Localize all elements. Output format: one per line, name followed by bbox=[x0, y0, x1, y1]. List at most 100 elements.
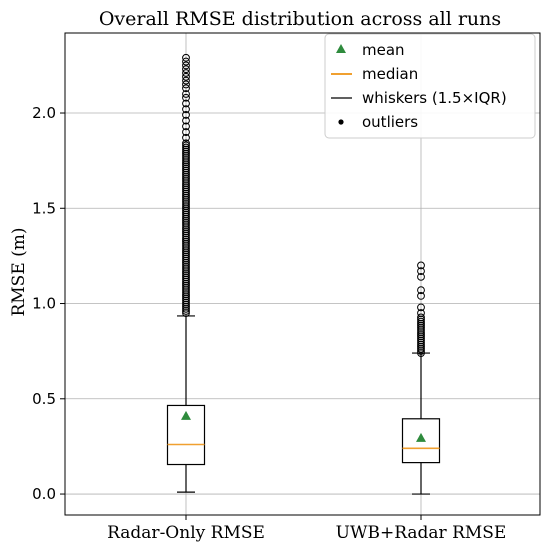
outlier-point bbox=[182, 116, 190, 125]
outlier-point bbox=[182, 256, 190, 265]
tick-labels: 0.0 0.5 1.0 1.5 2.0 bbox=[32, 104, 56, 503]
outlier-point bbox=[182, 183, 190, 192]
chart-title: Overall RMSE distribution across all run… bbox=[99, 8, 501, 30]
outlier-point bbox=[182, 147, 190, 156]
outlier-point bbox=[182, 304, 190, 313]
outlier-point bbox=[182, 258, 190, 267]
x-tick-label: UWB+Radar RMSE bbox=[336, 523, 507, 543]
outlier-point bbox=[182, 156, 190, 164]
mean-marker bbox=[416, 432, 426, 442]
outlier-point bbox=[182, 185, 190, 194]
outlier-point bbox=[182, 128, 190, 136]
outlier-point bbox=[182, 93, 190, 102]
outlier-point bbox=[417, 286, 425, 295]
y-tick-label: 0.5 bbox=[32, 390, 56, 408]
outlier-point bbox=[182, 69, 190, 77]
outlier-point bbox=[417, 326, 425, 334]
outlier-point bbox=[417, 303, 425, 312]
outlier-point bbox=[182, 273, 190, 282]
legend-outlier-marker bbox=[338, 119, 344, 125]
outlier-point bbox=[182, 76, 190, 85]
outlier-point bbox=[182, 275, 190, 284]
outlier-point bbox=[182, 210, 190, 219]
outlier-point bbox=[182, 267, 190, 276]
outlier-point bbox=[417, 330, 425, 339]
outlier-point bbox=[182, 250, 190, 259]
outlier-point bbox=[182, 246, 190, 255]
legend-median-label: median bbox=[362, 65, 418, 83]
legend-mean-label: mean bbox=[362, 41, 405, 59]
outlier-point bbox=[182, 225, 190, 234]
outlier-point bbox=[182, 175, 190, 183]
outlier-point bbox=[182, 231, 190, 240]
outlier-point bbox=[182, 65, 190, 74]
outlier-point bbox=[182, 198, 190, 206]
outlier-point bbox=[182, 279, 190, 288]
outlier-point bbox=[182, 149, 190, 158]
outlier-point bbox=[182, 227, 190, 236]
outlier-point bbox=[182, 99, 190, 108]
outlier-point bbox=[182, 260, 190, 269]
outlier-point bbox=[182, 187, 190, 196]
boxes bbox=[166, 53, 441, 495]
legend-mean-marker bbox=[336, 44, 346, 53]
outlier-point bbox=[182, 214, 190, 223]
outlier-point bbox=[417, 319, 425, 328]
outlier-point bbox=[182, 221, 190, 229]
outlier-point bbox=[182, 294, 190, 303]
outlier-point bbox=[182, 195, 190, 204]
outlier-point bbox=[417, 342, 425, 351]
outlier-point bbox=[182, 309, 190, 317]
mean-marker bbox=[181, 410, 191, 420]
outlier-point bbox=[182, 212, 190, 221]
legend-frame bbox=[324, 33, 536, 139]
outlier-point bbox=[182, 248, 190, 257]
outlier-point bbox=[417, 317, 425, 326]
outlier-point bbox=[417, 272, 425, 281]
y-axis-label: RMSE (m) bbox=[9, 227, 29, 316]
outlier-point bbox=[182, 269, 190, 278]
outlier-point bbox=[182, 288, 190, 296]
outlier-point bbox=[182, 160, 190, 169]
outlier-point bbox=[182, 204, 190, 213]
outlier-point bbox=[182, 242, 190, 250]
outlier-point bbox=[182, 133, 190, 142]
outlier-point bbox=[182, 193, 190, 202]
outlier-point bbox=[182, 298, 190, 307]
y-tick-label: 1.5 bbox=[32, 199, 56, 217]
outlier-point bbox=[417, 328, 425, 337]
legend-outliers-label: outliers bbox=[362, 113, 418, 131]
outlier-point bbox=[182, 143, 190, 152]
box-group bbox=[401, 261, 441, 495]
outlier-point bbox=[182, 254, 190, 263]
outlier-point bbox=[182, 206, 190, 215]
outlier-point bbox=[182, 244, 190, 252]
outlier-point bbox=[182, 141, 190, 150]
outlier-point bbox=[182, 223, 190, 232]
outlier-point bbox=[182, 284, 190, 292]
outlier-point bbox=[182, 208, 190, 217]
plot-frame bbox=[64, 32, 541, 516]
outlier-point bbox=[182, 166, 190, 175]
outlier-point bbox=[182, 139, 190, 148]
outlier-point bbox=[182, 265, 190, 273]
axes bbox=[60, 32, 541, 520]
outlier-point bbox=[417, 313, 425, 322]
outlier-point bbox=[182, 61, 190, 70]
outlier-point bbox=[417, 267, 425, 276]
outlier-point bbox=[182, 237, 190, 246]
outlier-point bbox=[417, 324, 425, 332]
outlier-point bbox=[182, 189, 190, 198]
outlier-point bbox=[182, 200, 190, 208]
outlier-point bbox=[182, 57, 190, 66]
outlier-point bbox=[182, 168, 190, 177]
outlier-point bbox=[182, 281, 190, 290]
outlier-point bbox=[182, 151, 190, 160]
outlier-point bbox=[182, 252, 190, 261]
outlier-point bbox=[182, 154, 190, 162]
outlier-point bbox=[182, 122, 190, 131]
outlier-point bbox=[417, 292, 425, 300]
outlier-point bbox=[182, 53, 190, 62]
outlier-point bbox=[182, 90, 190, 98]
